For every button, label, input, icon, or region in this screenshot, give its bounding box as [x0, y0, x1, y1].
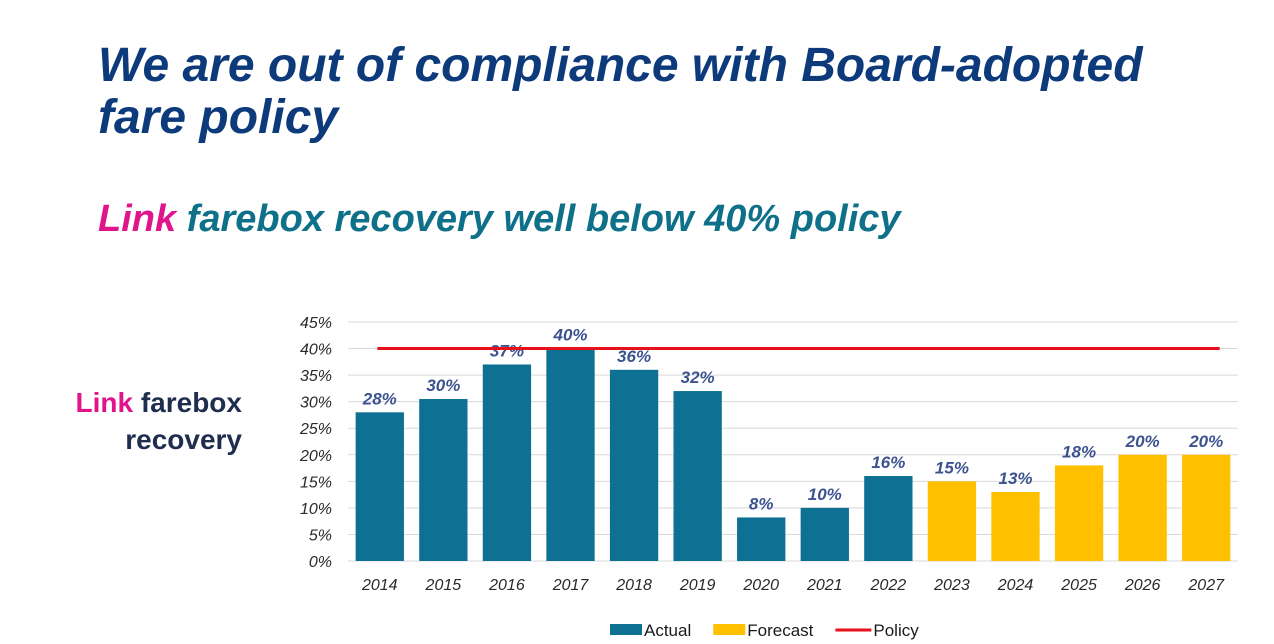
y-tick-label: 45% — [300, 315, 332, 332]
data-label: 20% — [1125, 432, 1160, 451]
legend-label: Policy — [873, 621, 919, 640]
data-label: 37% — [490, 341, 524, 360]
actual-bar — [355, 412, 404, 561]
data-label: 10% — [808, 485, 842, 504]
y-tick-label: 0% — [309, 554, 332, 571]
y-axis-title-line1: Link farebox — [76, 384, 243, 421]
legend-label: Forecast — [747, 621, 813, 640]
forecast-bar — [927, 481, 977, 561]
data-label: 8% — [749, 494, 774, 513]
data-label: 20% — [1188, 432, 1223, 451]
data-label: 28% — [362, 389, 397, 408]
actual-bar — [546, 348, 595, 561]
actual-bar — [673, 391, 722, 561]
forecast-bar — [1054, 465, 1104, 561]
data-label: 36% — [617, 347, 651, 366]
legend-label: Actual — [644, 621, 691, 640]
y-tick-label: 10% — [300, 501, 332, 518]
x-tick-label: 2021 — [806, 577, 843, 594]
y-axis-title-accent: Link — [75, 387, 134, 418]
legend-swatch-actual — [610, 624, 642, 635]
y-tick-label: 40% — [300, 342, 332, 359]
slide-subtitle: Link farebox recovery well below 40% pol… — [98, 196, 901, 242]
x-tick-label: 2023 — [933, 577, 970, 594]
x-tick-label: 2027 — [1187, 577, 1225, 594]
actual-bar — [482, 364, 532, 561]
x-tick-label: 2022 — [870, 577, 907, 594]
forecast-bar — [991, 491, 1040, 561]
actual-bar — [737, 517, 786, 561]
data-label: 40% — [552, 326, 587, 345]
y-tick-label: 20% — [299, 448, 332, 465]
y-tick-label: 30% — [300, 395, 332, 412]
legend-swatch-forecast — [713, 624, 746, 635]
x-tick-label: 2018 — [615, 577, 652, 594]
x-tick-label: 2017 — [552, 577, 590, 594]
actual-bar — [419, 399, 468, 561]
y-tick-label: 5% — [309, 527, 332, 544]
forecast-bar — [1118, 454, 1167, 561]
x-tick-label: 2016 — [488, 577, 525, 594]
x-tick-label: 2024 — [997, 577, 1034, 594]
subtitle-text: farebox recovery well below 40% policy — [176, 198, 901, 240]
data-label: 15% — [935, 458, 969, 477]
data-label: 13% — [998, 469, 1032, 488]
data-label: 30% — [426, 376, 460, 395]
x-tick-label: 2015 — [425, 577, 462, 594]
slide-title: We are out of compliance with Board-adop… — [98, 39, 1143, 144]
y-tick-label: 35% — [300, 368, 332, 385]
data-label: 32% — [681, 368, 715, 387]
actual-bar — [864, 476, 913, 561]
y-axis-title: Link farebox recovery — [76, 384, 243, 458]
data-label: 16% — [871, 453, 905, 472]
data-label: 18% — [1062, 442, 1096, 461]
y-axis-title-line2: recovery — [125, 424, 242, 455]
x-tick-label: 2019 — [679, 577, 716, 594]
forecast-bar — [1182, 454, 1231, 561]
y-axis-title-text: farebox — [133, 387, 242, 418]
x-tick-label: 2025 — [1060, 577, 1097, 594]
y-tick-label: 25% — [299, 421, 332, 438]
actual-bar — [800, 507, 849, 561]
farebox-recovery-chart: 0% 5% 10% 15% 20% 25% 30% 35% 40% 45% 28% 2014 30% 20… — [299, 315, 1238, 640]
actual-bar — [609, 369, 659, 561]
x-tick-label: 2014 — [361, 577, 398, 594]
x-tick-label: 2026 — [1124, 577, 1161, 594]
x-tick-label: 2020 — [742, 577, 779, 594]
subtitle-accent: Link — [98, 198, 177, 240]
y-tick-label: 15% — [300, 474, 332, 491]
